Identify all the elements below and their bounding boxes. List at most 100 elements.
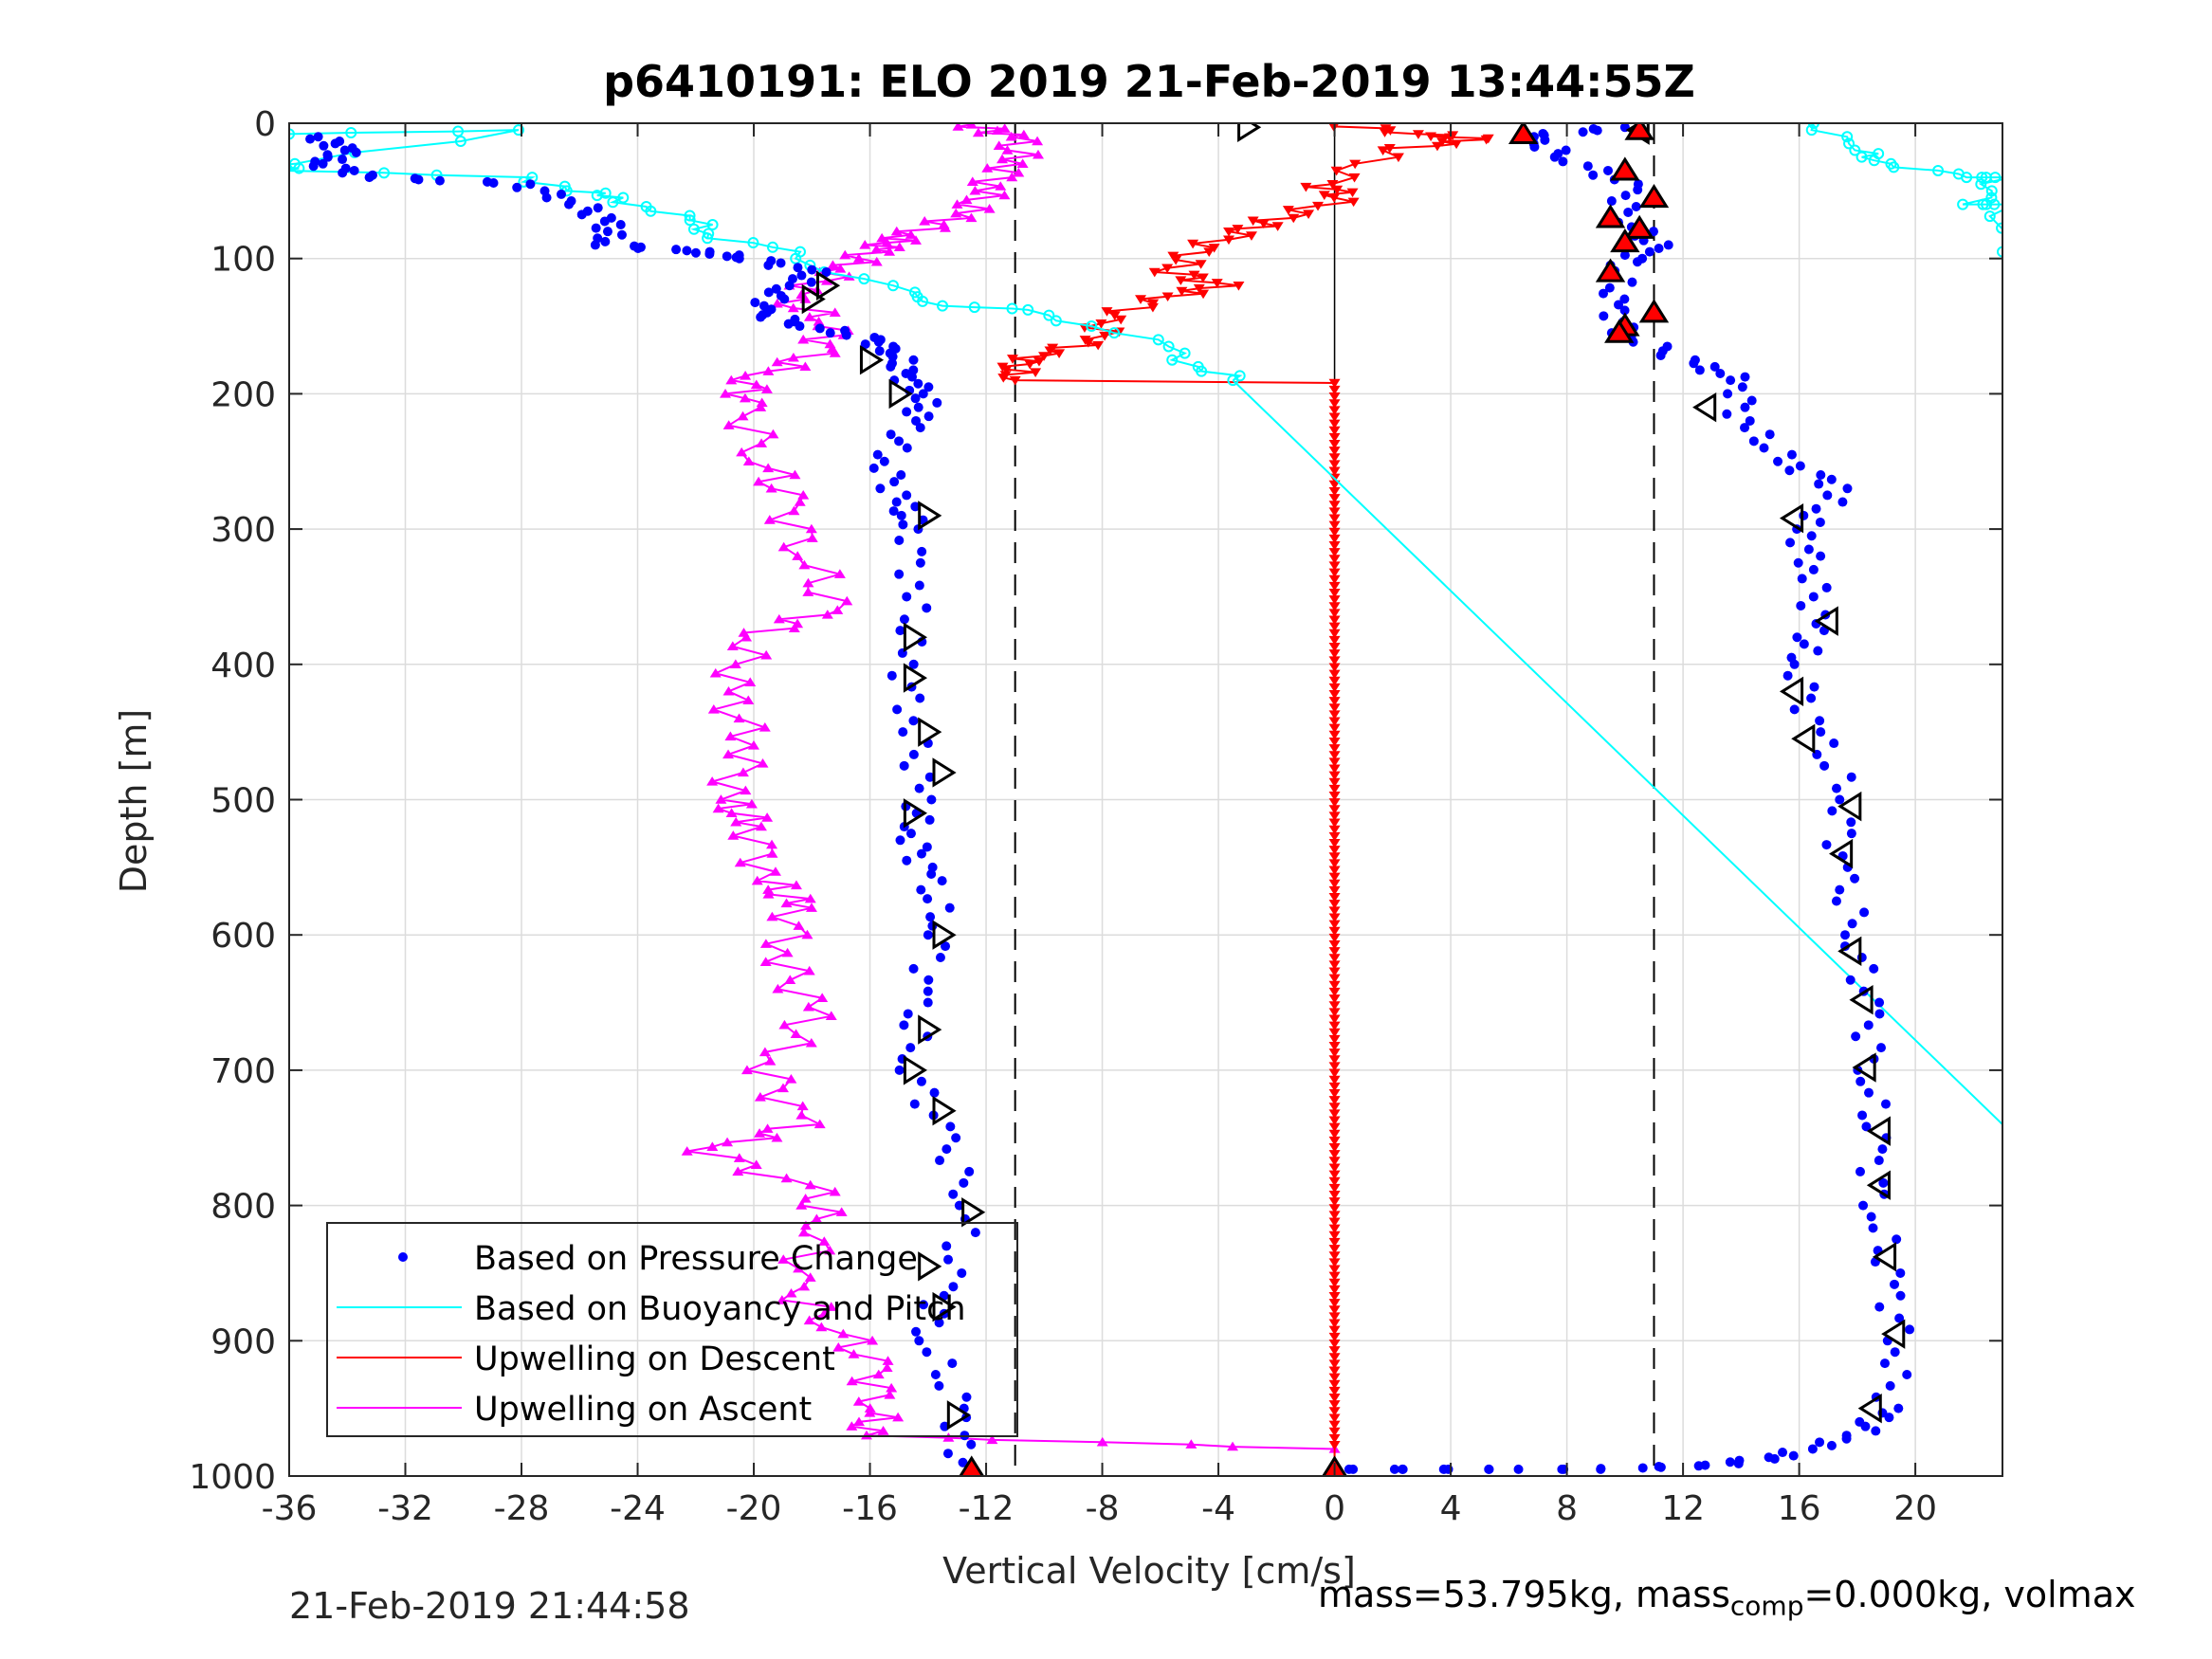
- upwelling-ascent-marker: [993, 140, 1005, 150]
- legend: Based on Pressure Change Based on Buoyanc…: [326, 1222, 1018, 1437]
- descent-open-triangle: [946, 1400, 971, 1431]
- upwelling-descent-marker: [1328, 412, 1341, 423]
- pressure-ascent-dot: [1835, 884, 1845, 895]
- buoyancy-descent-marker: [706, 219, 719, 231]
- upwelling-descent-marker: [1412, 130, 1424, 139]
- upwelling-descent-marker: [1101, 307, 1113, 317]
- upwelling-ascent-marker: [801, 929, 814, 939]
- pressure-ascent-dot: [1690, 355, 1700, 365]
- upwelling-descent-marker: [1328, 1251, 1341, 1261]
- pressure-descent-dot: [926, 868, 937, 879]
- upwelling-descent-marker: [1328, 1413, 1341, 1424]
- pressure-descent-dot: [908, 716, 919, 726]
- buoyancy-surface-marker: [1841, 131, 1854, 143]
- pressure-ascent-dot: [1654, 1462, 1664, 1472]
- pressure-ascent-dot: [1831, 783, 1841, 793]
- upwelling-descent-marker: [1300, 182, 1312, 192]
- upwelling-descent-marker: [1245, 231, 1257, 241]
- upwelling-ascent-marker: [725, 808, 738, 817]
- upwelling-ascent-marker: [827, 260, 839, 270]
- upwelling-ascent-marker: [950, 208, 962, 218]
- upwelling-descent-marker: [1328, 520, 1341, 531]
- pressure-ascent-dot: [1740, 423, 1750, 433]
- red-filled-triangle: [1595, 204, 1626, 228]
- pressure-ascent-dot: [1809, 682, 1819, 692]
- upwelling-ascent-marker: [729, 659, 741, 668]
- upwelling-descent-marker: [1328, 1055, 1341, 1065]
- upwelling-descent-marker: [1328, 879, 1341, 889]
- descent-open-triangle: [932, 1291, 957, 1322]
- buoyancy-surface-marker: [1888, 161, 1900, 173]
- upwelling-descent-marker: [1328, 1211, 1341, 1220]
- upwelling-descent-marker: [1328, 987, 1341, 997]
- upwelling-ascent-marker: [832, 1342, 845, 1352]
- upwelling-descent-marker: [1328, 1008, 1341, 1017]
- y-axis-label: Depth [m]: [113, 709, 155, 894]
- pressure-descent-dot: [776, 258, 786, 268]
- pressure-descent-dot: [886, 429, 896, 440]
- upwelling-ascent-marker: [740, 370, 752, 380]
- upwelling-descent-marker: [1328, 1305, 1341, 1315]
- upwelling-descent-marker: [1328, 980, 1341, 991]
- upwelling-descent-marker: [1232, 225, 1244, 234]
- upwelling-ascent-marker: [722, 420, 735, 429]
- buoyancy-descent-marker: [645, 205, 657, 217]
- ascent-open-triangle: [1829, 838, 1854, 869]
- ascent-open-triangle: [1779, 676, 1804, 707]
- upwelling-ascent-marker: [785, 1287, 797, 1298]
- upwelling-descent-marker: [1328, 1103, 1341, 1112]
- pressure-ascent-dot: [1604, 283, 1615, 293]
- pressure-ascent-dot: [1578, 127, 1588, 137]
- pressure-ascent-dot: [1808, 564, 1819, 574]
- pressure-ascent-dot: [1807, 1444, 1818, 1454]
- pressure-descent-dot: [909, 1099, 920, 1109]
- pressure-descent-dot: [899, 760, 909, 771]
- pressure-ascent-dot: [1902, 1369, 1912, 1379]
- pressure-ascent-dot: [1389, 1464, 1399, 1474]
- upwelling-ascent-marker: [824, 1245, 836, 1255]
- upwelling-descent-marker: [1247, 216, 1259, 227]
- pressure-descent-dot: [898, 727, 908, 738]
- pressure-descent-dot: [434, 175, 445, 186]
- upwelling-ascent-marker: [995, 181, 1007, 191]
- upwelling-ascent-marker: [892, 1412, 905, 1422]
- pressure-descent-dot: [888, 506, 899, 517]
- pressure-descent-dot: [894, 1065, 905, 1075]
- upwelling-descent-marker: [1328, 466, 1341, 477]
- upwelling-descent-marker: [1328, 649, 1341, 659]
- buoyancy-descent-marker: [276, 166, 285, 175]
- pressure-descent-dot: [874, 346, 885, 356]
- upwelling-ascent-marker: [884, 246, 896, 256]
- x-tick-label: -4: [1201, 1489, 1235, 1528]
- upwelling-descent-marker: [1328, 1332, 1341, 1342]
- pressure-descent-dot: [305, 134, 316, 144]
- buoyancy-descent-marker: [1152, 334, 1164, 346]
- upwelling-descent-marker: [1053, 349, 1066, 358]
- pressure-descent-dot: [783, 319, 794, 329]
- descent-open-triangle: [918, 501, 942, 531]
- upwelling-descent-marker: [1328, 764, 1341, 775]
- upwelling-descent-marker: [1328, 609, 1341, 618]
- pressure-descent-dot: [734, 253, 744, 264]
- upwelling-descent-marker: [1161, 264, 1174, 274]
- upwelling-descent-marker: [1328, 419, 1341, 429]
- pressure-ascent-dot: [1745, 415, 1755, 426]
- pressure-ascent-dot: [1748, 436, 1759, 447]
- pressure-descent-dot: [879, 456, 889, 466]
- pressure-descent-dot: [616, 229, 627, 240]
- upwelling-descent-marker: [1328, 378, 1341, 389]
- upwelling-ascent-marker: [890, 226, 903, 236]
- pressure-ascent-dot: [1826, 474, 1837, 484]
- upwelling-descent-marker: [1108, 311, 1121, 321]
- pressure-descent-dot: [924, 772, 935, 782]
- upwelling-ascent-marker: [805, 1037, 817, 1048]
- pressure-ascent-dot: [1846, 817, 1856, 828]
- upwelling-descent-marker: [1328, 933, 1341, 943]
- pressure-ascent-dot: [1850, 873, 1860, 884]
- upwelling-descent-marker: [1328, 757, 1341, 767]
- pressure-ascent-dot: [1829, 738, 1839, 749]
- upwelling-descent-marker: [1328, 1339, 1341, 1349]
- upwelling-descent-marker: [1328, 1278, 1341, 1288]
- upwelling-descent-marker: [1331, 185, 1344, 195]
- upwelling-descent-marker: [1175, 276, 1187, 285]
